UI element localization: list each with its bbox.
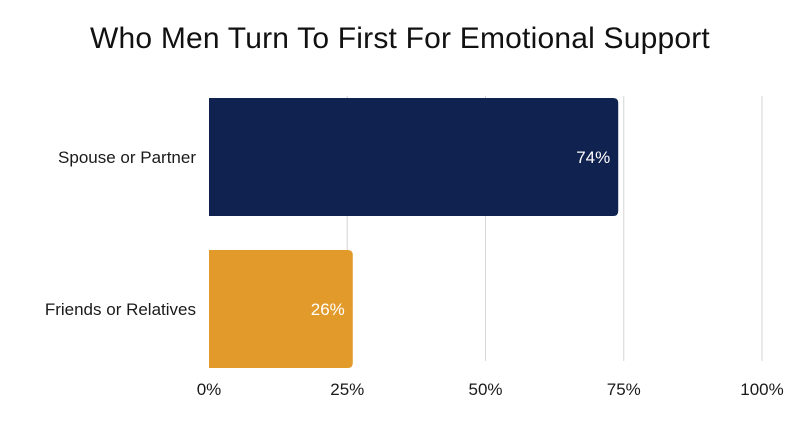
x-tick-label: 0% <box>197 380 222 399</box>
x-tick-label: 50% <box>468 380 502 399</box>
chart-title: Who Men Turn To First For Emotional Supp… <box>90 22 710 55</box>
x-tick-label: 25% <box>330 380 364 399</box>
category-label: Friends or Relatives <box>45 300 196 319</box>
category-label: Spouse or Partner <box>58 148 196 167</box>
x-tick-label: 75% <box>607 380 641 399</box>
x-tick-label: 100% <box>740 380 783 399</box>
data-label: 74% <box>576 148 610 167</box>
bar <box>209 98 619 216</box>
data-label: 26% <box>311 300 345 319</box>
bar <box>209 250 353 368</box>
